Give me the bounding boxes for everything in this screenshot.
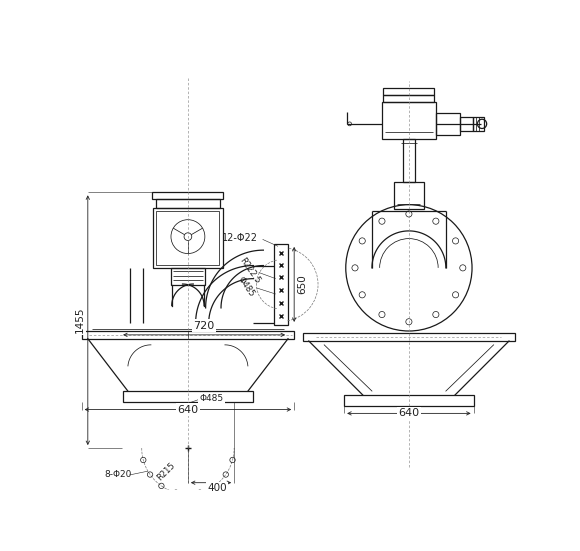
Text: R215: R215 xyxy=(155,460,177,482)
Text: 720: 720 xyxy=(194,321,215,331)
Bar xyxy=(473,117,484,131)
Bar xyxy=(394,182,423,209)
Text: 640: 640 xyxy=(398,408,419,418)
Bar xyxy=(171,268,205,285)
Text: 400: 400 xyxy=(208,483,227,493)
Text: Φ485: Φ485 xyxy=(235,274,256,298)
Bar xyxy=(82,331,294,339)
Text: R222.5: R222.5 xyxy=(237,256,262,285)
Text: 1455: 1455 xyxy=(75,307,85,333)
Bar xyxy=(274,244,288,325)
Bar xyxy=(403,139,415,182)
Bar xyxy=(153,208,223,268)
Bar xyxy=(383,95,434,102)
Bar xyxy=(436,113,461,134)
Text: 12-Φ22: 12-Φ22 xyxy=(222,233,258,243)
Text: 650: 650 xyxy=(297,274,307,294)
Bar xyxy=(344,395,474,406)
Bar xyxy=(461,117,473,131)
Text: Φ485: Φ485 xyxy=(200,395,223,403)
Bar xyxy=(157,211,219,265)
Text: 640: 640 xyxy=(177,404,198,414)
Bar xyxy=(155,198,220,208)
Bar xyxy=(303,333,515,341)
Bar xyxy=(382,102,436,139)
Text: 8-Φ20: 8-Φ20 xyxy=(105,471,132,479)
Bar xyxy=(153,192,223,198)
Bar xyxy=(383,89,434,95)
Bar xyxy=(123,391,252,402)
